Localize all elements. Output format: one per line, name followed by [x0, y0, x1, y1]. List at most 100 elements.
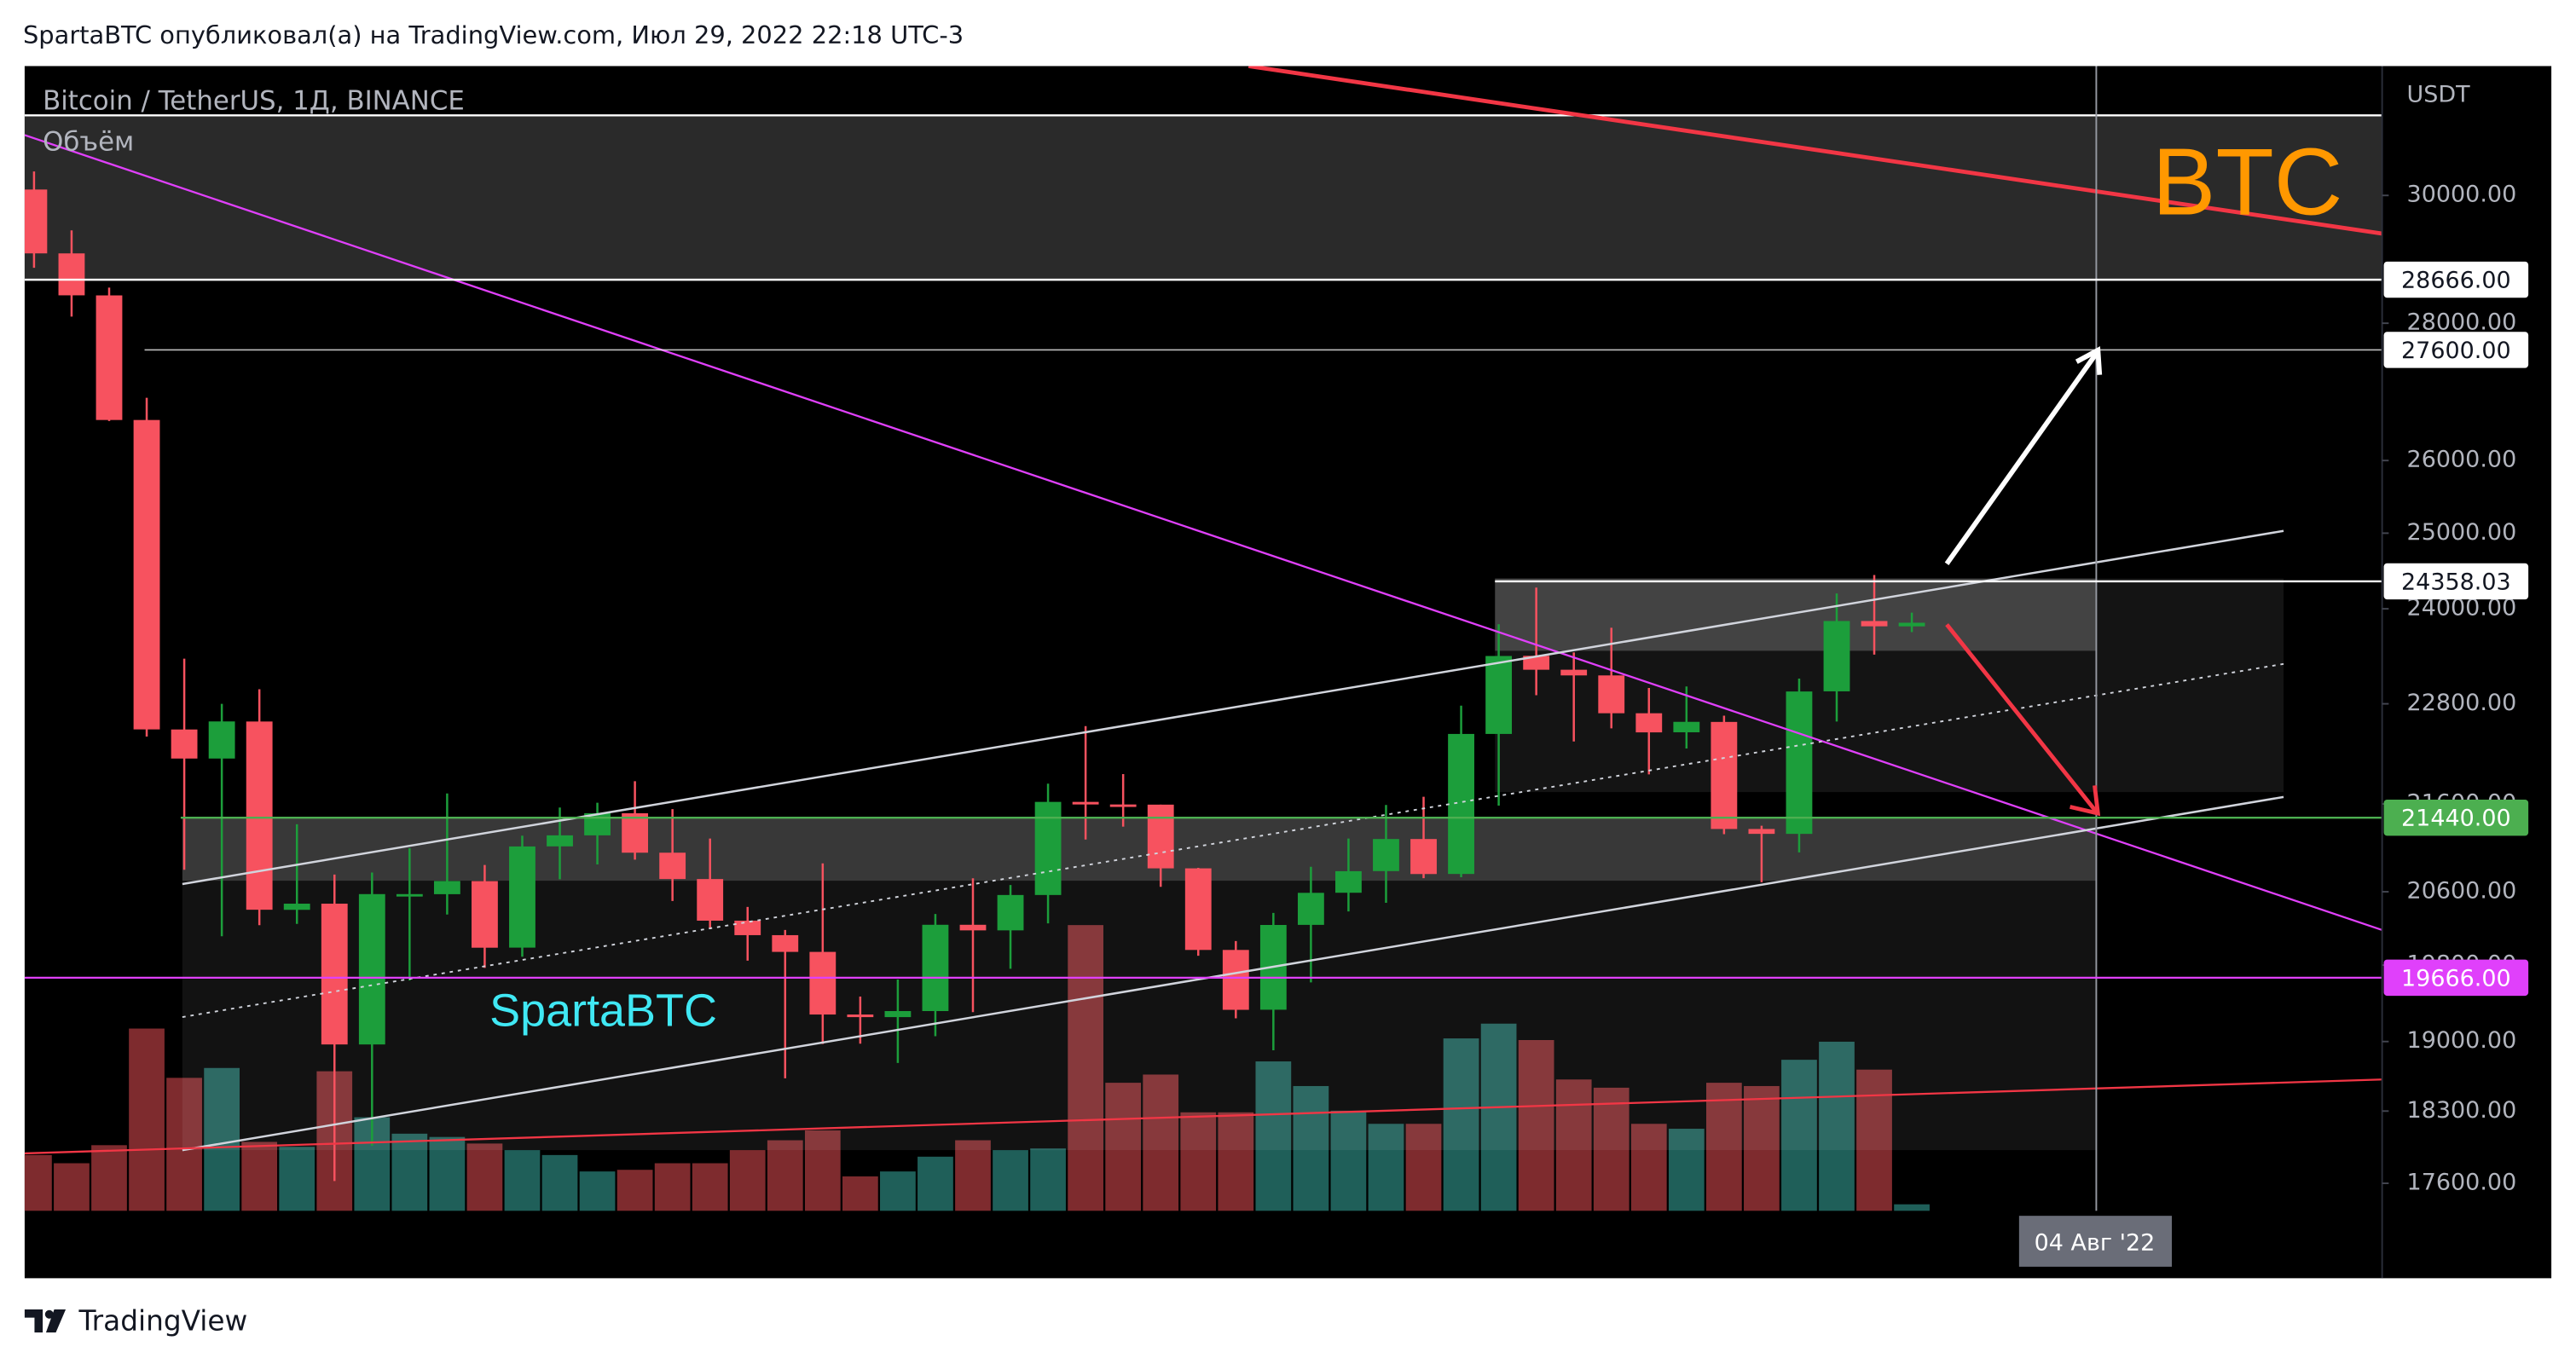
price-label-box [2383, 261, 2529, 298]
channel-mid [182, 662, 2284, 1018]
candle-body [509, 846, 535, 948]
logo-mark [24, 1309, 43, 1332]
candle-body [772, 934, 799, 952]
volume-bar [54, 1163, 90, 1211]
candle-body [922, 924, 949, 1012]
volume-bar [204, 1067, 240, 1211]
volume-bar [955, 1140, 991, 1211]
volume-bar [504, 1150, 541, 1211]
footer-logo: TradingView [24, 1304, 247, 1337]
candle-body [1635, 713, 1663, 733]
red-trendline [1247, 66, 2382, 236]
candle-body [884, 1011, 912, 1018]
candle-body [734, 920, 761, 935]
y-tick-label: 22800.00 [2407, 690, 2517, 716]
volume-bar [692, 1163, 728, 1211]
arrow-down [1945, 623, 2098, 813]
candles-layer [24, 171, 1925, 1182]
currency-label: USDT [2407, 82, 2471, 108]
candle-body [1072, 801, 1099, 805]
candle-body [659, 852, 686, 880]
candle-body [1410, 839, 1437, 875]
price-label-box [2383, 800, 2529, 836]
price-label: 28666.00 [2401, 268, 2511, 294]
logo-mark-2 [45, 1309, 67, 1332]
drawings-boxes [24, 114, 2382, 1151]
candle-body [997, 894, 1024, 931]
footer-brand: TradingView [78, 1304, 247, 1337]
y-tick-label: 18300.00 [2407, 1097, 2517, 1124]
candle-body [433, 881, 460, 894]
candle-body [1523, 656, 1550, 670]
volume-bar [1143, 1074, 1179, 1211]
volume-bar [541, 1154, 578, 1211]
candle-body [847, 1014, 874, 1018]
candle-body [1485, 656, 1513, 734]
volume-bar [1819, 1041, 1855, 1211]
y-tick-label: 20600.00 [2407, 878, 2517, 905]
candle-body [283, 904, 310, 910]
resistance-zone [24, 115, 2382, 281]
volume-bar [1555, 1079, 1592, 1211]
price-label: 21440.00 [2401, 806, 2511, 832]
price-label-box [2383, 563, 2529, 600]
candle-body [24, 189, 48, 254]
candle-body [472, 881, 498, 948]
price-label: 27600.00 [2401, 338, 2511, 364]
candle-body [358, 893, 385, 1045]
candle-body [1448, 733, 1474, 875]
volume-bar [1255, 1061, 1292, 1211]
volume-bar [1480, 1023, 1517, 1211]
volume-bar [91, 1145, 127, 1211]
volume-bar [279, 1147, 315, 1211]
candle-body [547, 835, 573, 847]
candle-body [133, 419, 160, 730]
candle-body [1598, 675, 1625, 714]
candle-body [171, 729, 198, 759]
candle-body [1786, 691, 1813, 835]
candle-body [1297, 893, 1324, 925]
magenta-trendline [24, 134, 2382, 932]
candle-body [321, 904, 348, 1045]
volume-bar [880, 1171, 916, 1211]
candle-body [396, 893, 423, 897]
y-tick-label: 19000.00 [2407, 1027, 2517, 1054]
volume-bar [429, 1136, 466, 1211]
candle-body [1184, 868, 1212, 951]
candle-body [58, 253, 85, 296]
volume-bar [466, 1143, 503, 1211]
y-tick-label: 28000.00 [2407, 309, 2517, 336]
candle-body [1673, 721, 1700, 732]
candle-body [1222, 950, 1249, 1010]
volume-bar [842, 1176, 878, 1211]
volume-bar [579, 1171, 616, 1211]
y-tick-label: 17600.00 [2407, 1170, 2517, 1196]
candle-body [1711, 721, 1738, 829]
candle-body [208, 721, 235, 759]
y-tick-label: 30000.00 [2407, 182, 2517, 208]
volume-bar [129, 1028, 165, 1211]
volume-bar [1705, 1083, 1742, 1211]
candle-body [809, 951, 836, 1015]
candle-body [1560, 669, 1588, 676]
channel-upper [182, 529, 2284, 886]
volume-layer [24, 925, 1930, 1211]
price-label: 24358.03 [2401, 569, 2511, 595]
candle-body [246, 721, 273, 910]
volume-bar [1293, 1085, 1329, 1211]
symbol-title: Bitcoin / TetherUS, 1Д, BINANCE [43, 85, 465, 116]
arrow-down-head [2069, 785, 2101, 817]
candle-body [1823, 621, 1850, 691]
range-top-box [1495, 578, 2097, 651]
author-annotation: SpartaBTC [489, 985, 717, 1036]
volume-bar [767, 1140, 803, 1211]
volume-bar [391, 1133, 428, 1211]
volume-bar [1368, 1124, 1404, 1211]
volume-bar [617, 1170, 653, 1211]
volume-bar [1405, 1124, 1442, 1211]
candle-body [959, 924, 987, 931]
volume-bar [1518, 1040, 1554, 1211]
volume-bar [1894, 1204, 1930, 1211]
price-label-box [2383, 332, 2529, 368]
